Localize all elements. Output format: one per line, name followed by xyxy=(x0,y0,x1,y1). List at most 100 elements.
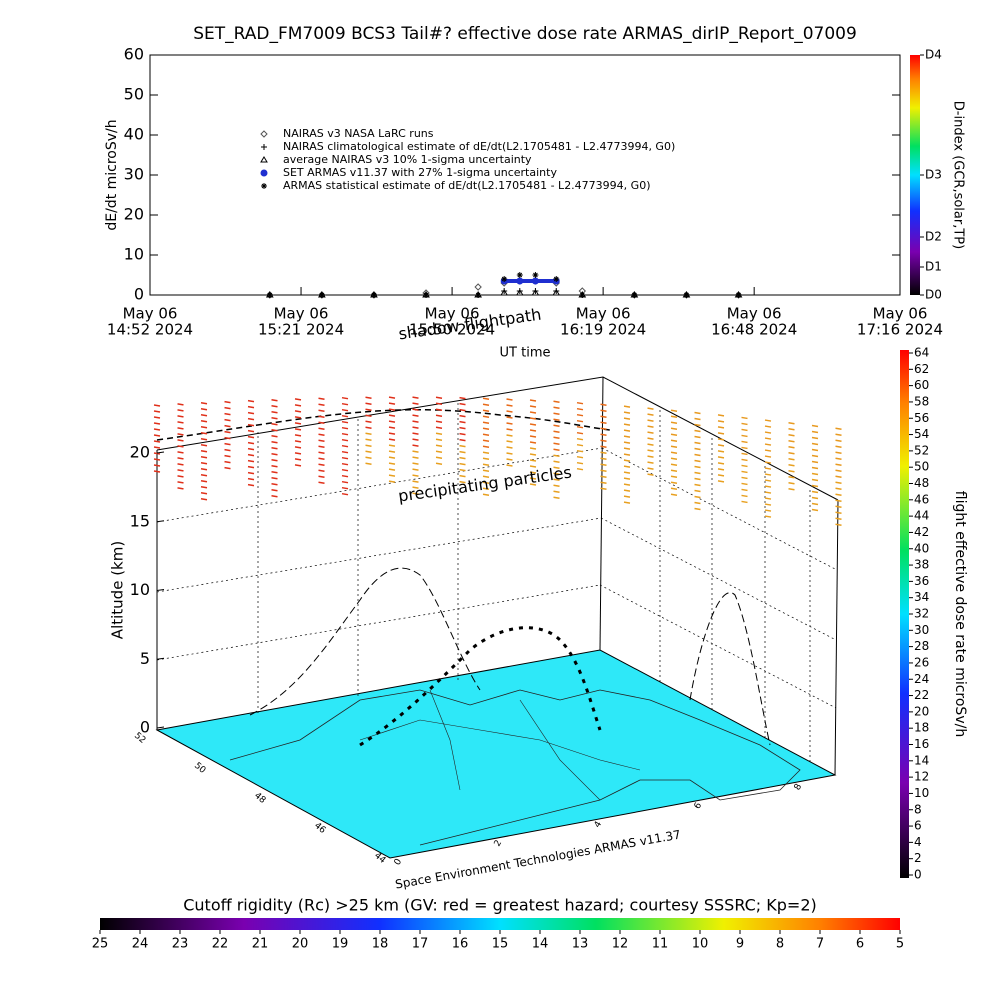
dose-tick xyxy=(647,413,654,416)
marker xyxy=(475,292,482,298)
x-tick-label: May 06 xyxy=(425,305,480,323)
dose-tick xyxy=(623,477,631,480)
dose-tick xyxy=(200,425,208,429)
dose-tick xyxy=(811,472,819,476)
dose-tick xyxy=(717,414,725,417)
dose-tick xyxy=(341,468,349,472)
legend-label: SET ARMAS v11.37 with 27% 1-sigma uncert… xyxy=(283,166,557,179)
dose-tick xyxy=(647,419,654,422)
dose-tick xyxy=(764,509,772,512)
dose-tick xyxy=(623,435,631,438)
dose-tick xyxy=(365,444,372,448)
dose-tick xyxy=(247,477,255,481)
colorbar-tick-label: 26 xyxy=(914,655,929,669)
colorbar-tick-label: 52 xyxy=(914,443,929,457)
dose-tick xyxy=(459,480,466,484)
dose-tick xyxy=(435,408,443,411)
dose-tick xyxy=(482,451,490,454)
dose-tick xyxy=(412,444,419,447)
colorbar-tick-label: 23 xyxy=(172,937,189,952)
dose-tick xyxy=(318,469,325,472)
dose-tick xyxy=(200,431,208,435)
dose-tick xyxy=(835,481,842,484)
marker xyxy=(474,283,482,291)
lon-tick-label: 6 xyxy=(693,801,705,811)
dose-tick xyxy=(788,481,795,485)
dose-tick xyxy=(294,440,302,443)
dose-tick xyxy=(811,454,819,458)
dose-tick xyxy=(647,473,654,476)
dose-tick xyxy=(506,404,513,407)
dose-tick xyxy=(506,410,513,413)
colorbar-tick-label: 24 xyxy=(914,672,929,686)
dose-tick xyxy=(553,490,560,493)
dose-tick xyxy=(177,475,184,478)
dose-tick xyxy=(388,480,396,483)
dose-tick xyxy=(153,446,161,449)
dose-tick xyxy=(459,456,466,460)
x-tick-label: 16:19 2024 xyxy=(560,321,646,339)
dose-tick xyxy=(365,396,372,400)
dose-tick xyxy=(482,421,490,424)
dose-tick xyxy=(177,469,184,472)
legend-label: ARMAS statistical estimate of dE/dt(L2.1… xyxy=(283,179,650,192)
y-axis-label: dE/dt microSv/h xyxy=(104,119,120,230)
dose-tick xyxy=(788,421,795,425)
dose-tick xyxy=(670,433,678,436)
dose-tick xyxy=(412,474,419,477)
tick-mark xyxy=(156,451,165,454)
colorbar-tick-label: 50 xyxy=(914,460,929,474)
dose-tick xyxy=(318,409,325,412)
colorbar-tick-label: 38 xyxy=(914,558,929,572)
colorbar-tick-label: 40 xyxy=(914,541,929,555)
dose-tick xyxy=(600,409,607,413)
marker xyxy=(318,292,325,298)
dose-tick xyxy=(741,482,748,486)
dose-tick xyxy=(224,436,231,440)
dose-tick xyxy=(318,403,325,406)
dose-tick xyxy=(529,465,537,468)
dose-tick xyxy=(153,434,161,437)
dose-tick xyxy=(294,446,302,449)
colorbar-tick-label: 64 xyxy=(914,346,929,360)
dose-tick xyxy=(623,405,631,408)
dose-tick xyxy=(341,420,349,424)
colorbar-tick-label: 7 xyxy=(816,937,824,952)
tick-mark xyxy=(156,589,165,591)
colorbar-title: Cutoff rigidity (Rc) >25 km (GV: red = g… xyxy=(183,896,817,915)
dose-tick xyxy=(177,463,184,466)
dose-tick xyxy=(788,451,795,455)
dose-tick xyxy=(247,411,255,415)
dose-tick xyxy=(764,503,772,506)
dose-tick xyxy=(670,487,678,490)
colorbar-tick-label: 10 xyxy=(692,937,709,952)
dose-tick xyxy=(271,422,278,426)
dose-tick xyxy=(764,491,772,494)
dose-tick xyxy=(694,435,701,439)
dose-tick xyxy=(764,515,772,518)
dose-tick xyxy=(835,469,842,472)
dose-tick xyxy=(717,456,725,459)
dose-tick xyxy=(835,523,842,526)
z-tick-label: 5 xyxy=(140,649,150,668)
dose-tick xyxy=(388,414,396,417)
dose-tick xyxy=(811,448,819,452)
colorbar-tick-label: 9 xyxy=(736,937,744,952)
marker xyxy=(370,292,377,298)
colorbar-tick-label: 19 xyxy=(332,937,349,952)
dose-tick xyxy=(318,427,325,430)
dose-tick xyxy=(623,441,631,444)
dose-tick xyxy=(647,455,654,458)
marker xyxy=(553,288,560,294)
dose-tick xyxy=(670,463,678,466)
dose-tick xyxy=(459,438,466,442)
marker xyxy=(516,272,523,278)
dose-tick xyxy=(788,457,795,461)
dose-tick xyxy=(341,456,349,460)
dose-tick xyxy=(788,433,795,437)
dose-tick xyxy=(482,493,490,496)
dose-tick xyxy=(764,479,772,482)
x-tick-label: May 06 xyxy=(727,305,782,323)
colorbar-tick-label: 36 xyxy=(914,574,929,588)
dose-tick xyxy=(694,501,701,505)
